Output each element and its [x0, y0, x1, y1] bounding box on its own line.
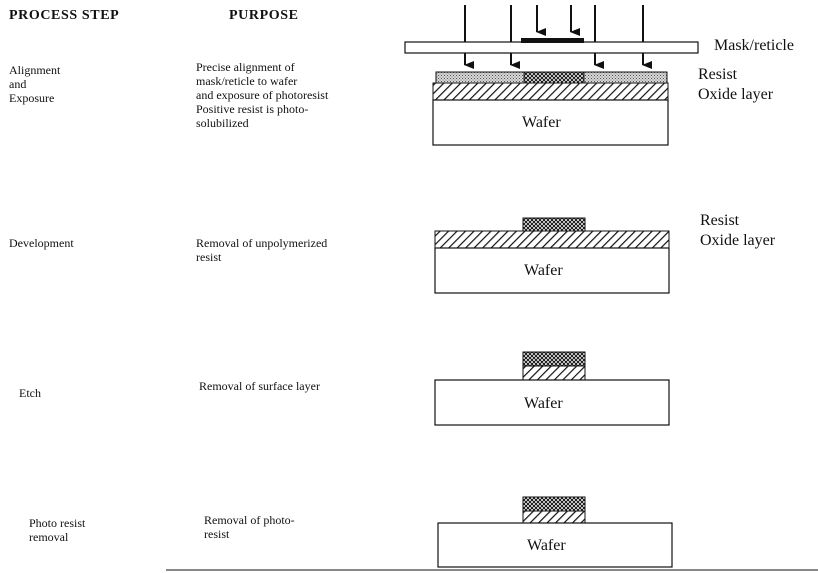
oxide-block-4	[522, 510, 586, 524]
oxide-layer-label-2: Oxide layer	[700, 232, 776, 249]
wafer-label-2: Wafer	[524, 262, 563, 279]
step-etch: Etch	[19, 386, 41, 400]
mask-reticle-label: Mask/reticle	[714, 37, 794, 54]
resist-label-1: Resist	[698, 66, 738, 83]
oxide-block-3	[522, 365, 586, 381]
purpose-development: Removal of unpolymerized resist	[196, 236, 328, 264]
wafer-label-1: Wafer	[522, 114, 561, 131]
resist-block-3	[522, 351, 586, 367]
purpose-header: PURPOSE	[229, 8, 299, 23]
step-photoresist-removal: Photo resist removal	[29, 516, 86, 544]
wafer-label-3: Wafer	[524, 395, 563, 412]
wafer-2	[434, 247, 670, 294]
resist-label-2: Resist	[700, 212, 740, 229]
purpose-photoresist-removal: Removal of photo- resist	[204, 513, 295, 541]
oxide-layer-1	[432, 82, 669, 101]
wafer-1	[432, 99, 669, 146]
wafer-label-4: Wafer	[527, 537, 566, 554]
purpose-etch: Removal of surface layer	[199, 379, 320, 393]
wafer-4	[437, 522, 673, 568]
exposure-arrows	[464, 5, 652, 69]
resist-layer-masked	[523, 71, 585, 84]
oxide-layer-2	[434, 230, 670, 249]
purpose-alignment-exposure: Precise alignment of mask/reticle to waf…	[196, 60, 329, 130]
oxide-layer-label-1: Oxide layer	[698, 86, 774, 103]
step-alignment-exposure: Alignment and Exposure	[9, 63, 61, 105]
process-step-header: PROCESS STEP	[9, 8, 120, 23]
resist-block-4	[522, 496, 586, 512]
mask-opaque-pattern	[521, 38, 584, 43]
resist-block-2	[522, 217, 586, 232]
mask-reticle-plate	[404, 41, 699, 54]
wafer-3	[434, 379, 670, 426]
step-development: Development	[9, 236, 74, 250]
